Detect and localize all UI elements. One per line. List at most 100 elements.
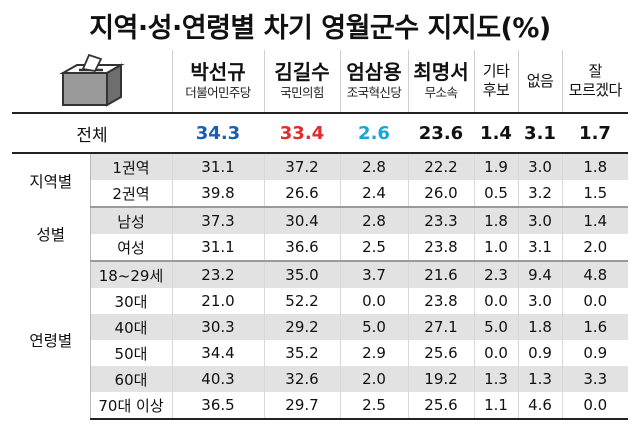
ballot-box-icon [58,53,125,107]
column-header-3: 최명서 무소속 [407,50,474,114]
cell-value: 36.5 [171,392,264,420]
cell-value: 4.8 [561,261,628,288]
cell-value: 0.0 [339,288,408,314]
cell-value: 1.9 [473,153,518,180]
cell-value: 5.0 [339,314,408,340]
cell-value: 2.9 [339,340,408,366]
candidate-party: 무소속 [424,85,458,100]
row-label: 남성 [90,207,172,234]
total-row: 전체 34.3 33.4 2.6 23.6 1.4 3.1 1.7 [12,113,628,154]
cell-value: 1.8 [561,153,628,180]
data-row: 40대 30.3 29.2 5.0 27.1 5.0 1.8 1.6 [12,314,628,340]
cell-value: 3.3 [561,366,628,392]
cell-value: 37.2 [263,153,340,180]
cell-value: 30.4 [263,207,340,234]
data-row: 여성 31.1 36.6 2.5 23.8 1.0 3.1 2.0 [12,234,628,262]
column-header-2: 엄삼용 조국혁신당 [339,50,408,114]
cell-value: 0.5 [473,180,518,208]
cell-value: 40.3 [171,366,264,392]
candidate-party: 조국혁신당 [346,85,402,100]
cell-value: 1.4 [561,207,628,234]
cell-value: 0.0 [473,288,518,314]
cell-value: 26.6 [263,180,340,208]
cell-value: 32.6 [263,366,340,392]
cell-value: 0.0 [561,288,628,314]
cell-value: 26.0 [407,180,474,208]
cell-value: 1.3 [517,366,562,392]
total-value: 33.4 [264,113,340,154]
cell-value: 37.3 [171,207,264,234]
ballot-box-icon-cell [12,50,172,114]
row-label: 1권역 [90,153,172,180]
option-label: 잘 [588,62,603,80]
cell-value: 0.9 [517,340,562,366]
header-row: 박선규 더불어민주당 김길수 국민의힘 엄삼용 조국혁신당 최명서 무소속 기타 후보 없음 잘 모르겠… [12,50,628,114]
cell-value: 34.4 [171,340,264,366]
cell-value: 1.0 [473,234,518,262]
cell-value: 2.4 [339,180,408,208]
cell-value: 1.6 [561,314,628,340]
option-label: 모르겠다 [568,81,623,99]
data-row: 70대 이상 36.5 29.7 2.5 25.6 1.1 4.6 0.0 [12,392,628,420]
cell-value: 23.2 [171,261,264,288]
column-header-4: 기타 후보 [473,50,518,114]
candidate-name: 김길수 [274,60,330,84]
cell-value: 35.2 [263,340,340,366]
chart-title: 지역·성·연령별 차기 영월군수 지지도(%) [89,13,551,44]
total-value: 34.3 [172,113,264,154]
candidate-name: 박선규 [190,60,246,84]
cell-value: 2.0 [561,234,628,262]
cell-value: 27.1 [407,314,474,340]
data-row: 2권역 39.8 26.6 2.4 26.0 0.5 3.2 1.5 [12,180,628,208]
column-header-0: 박선규 더불어민주당 [171,50,264,114]
cell-value: 25.6 [407,340,474,366]
cell-value: 31.1 [171,153,264,180]
option-label: 기타 [482,62,510,80]
cell-value: 2.8 [339,207,408,234]
row-label: 50대 [114,344,148,363]
cell-value: 29.2 [263,314,340,340]
cell-value: 4.6 [517,392,562,420]
data-row: 30대 21.0 52.2 0.0 23.8 0.0 3.0 0.0 [12,288,628,314]
cell-value: 1.5 [561,180,628,208]
total-value: 2.6 [340,113,408,154]
data-row: 60대 40.3 32.6 2.0 19.2 1.3 1.3 3.3 [12,366,628,392]
poll-table: 박선규 더불어민주당 김길수 국민의힘 엄삼용 조국혁신당 최명서 무소속 기타 후보 없음 잘 모르겠… [12,50,628,420]
cell-value: 23.8 [407,288,474,314]
cell-value: 9.4 [517,261,562,288]
cell-value: 39.8 [171,180,264,208]
cell-value: 2.5 [339,392,408,420]
data-row: 50대 34.4 35.2 2.9 25.6 0.0 0.9 0.9 [12,340,628,366]
row-label: 여성 [90,234,172,262]
cell-value: 0.0 [561,392,628,420]
cell-value: 23.3 [407,207,474,234]
total-value: 3.1 [518,113,562,154]
cell-value: 3.7 [339,261,408,288]
cell-value: 2.5 [339,234,408,262]
cell-value: 23.8 [407,234,474,262]
candidate-name: 엄삼용 [346,60,402,84]
total-value: 1.4 [474,113,518,154]
row-label: 30대 [114,292,148,311]
cell-value: 2.3 [473,261,518,288]
cell-value: 2.8 [339,153,408,180]
cell-value: 21.6 [407,261,474,288]
cell-value: 35.0 [263,261,340,288]
cell-value: 22.2 [407,153,474,180]
data-row: 성별 남성 37.3 30.4 2.8 23.3 1.8 3.0 1.4 [12,207,628,261]
cell-value: 3.0 [517,153,562,180]
cell-value: 19.2 [407,366,474,392]
total-value: 1.7 [562,113,628,154]
cell-value: 0.9 [561,340,628,366]
total-value: 23.6 [408,113,474,154]
cell-value: 29.7 [263,392,340,420]
cell-value: 3.0 [517,288,562,314]
cell-value: 2.0 [339,366,408,392]
candidate-party: 국민의힘 [280,85,324,100]
cell-value: 5.0 [473,314,518,340]
cell-value: 1.8 [473,207,518,234]
cell-value: 31.1 [171,234,264,262]
column-header-5: 없음 [517,50,562,114]
candidate-party: 더불어민주당 [185,85,251,100]
